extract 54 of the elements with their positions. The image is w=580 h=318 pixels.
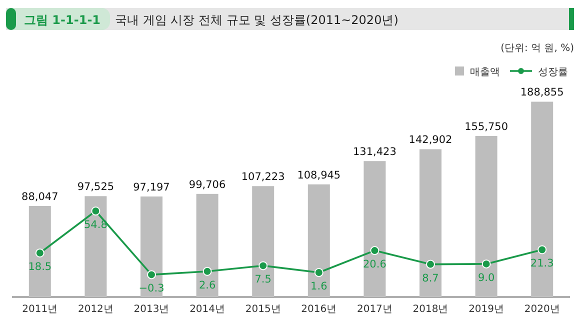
- data-label: 1.6: [310, 280, 328, 293]
- data-label: 2.6: [198, 279, 216, 292]
- x-tick-label: 2020년: [524, 304, 560, 315]
- point: [370, 246, 380, 256]
- data-label: 7.5: [254, 274, 272, 286]
- bar: [252, 186, 274, 297]
- point: [314, 268, 324, 278]
- data-label: 188,855: [520, 86, 564, 99]
- x-tick-label: 2019년: [468, 304, 504, 315]
- point: [538, 245, 547, 254]
- bar: [308, 184, 330, 297]
- bar: [420, 149, 442, 297]
- data-label: 99,706: [188, 178, 226, 191]
- text: (단위: 억 원, %): [500, 43, 574, 54]
- data-label: 108,945: [297, 169, 341, 182]
- bar: [364, 161, 386, 297]
- legend-label: 성장률: [538, 67, 568, 78]
- bar: [28, 206, 51, 297]
- bar: [475, 136, 498, 297]
- bar: [140, 196, 162, 297]
- data-label: 107,223: [241, 171, 285, 184]
- data-label: 97,197: [133, 181, 170, 194]
- bar: [84, 196, 107, 297]
- x-tick-label: 2015년: [245, 304, 281, 315]
- point: [91, 206, 100, 216]
- point: [426, 260, 435, 269]
- caption: 그림 1-1-1-1: [24, 13, 101, 27]
- x-tick-label: 2013년: [134, 304, 170, 315]
- chart-title: 국내 게임 시장 전체 규모 및 성장률(2011~2020년): [115, 13, 398, 27]
- data-label: 155,750: [464, 120, 508, 133]
- data-label: 97,525: [77, 181, 114, 194]
- point: [202, 266, 212, 276]
- x-tick-label: 2011년: [22, 304, 58, 315]
- x-tick-label: 2012년: [78, 304, 114, 315]
- data-label: 9.0: [478, 272, 495, 284]
- data-label: 20.6: [363, 258, 387, 271]
- x-tick-label: 2014년: [190, 304, 226, 315]
- bar: [531, 102, 554, 297]
- bar: [196, 194, 218, 297]
- data-label: 88,047: [22, 190, 58, 203]
- point: [258, 261, 268, 270]
- point: [147, 270, 156, 280]
- data-label: 142,902: [408, 134, 452, 146]
- point: [482, 259, 491, 268]
- x-tick-label: 2016년: [301, 304, 337, 315]
- legend-label: 매출액: [470, 67, 500, 78]
- data-label: 8.7: [422, 272, 439, 284]
- data-label: −0.3: [138, 282, 164, 295]
- data-label: 18.5: [28, 260, 52, 273]
- data-label: 21.3: [530, 258, 554, 270]
- x-tick-label: 2017년: [356, 304, 392, 315]
- data-label: 131,423: [352, 146, 396, 158]
- x-tick-label: 2018년: [412, 304, 448, 315]
- point: [35, 248, 44, 258]
